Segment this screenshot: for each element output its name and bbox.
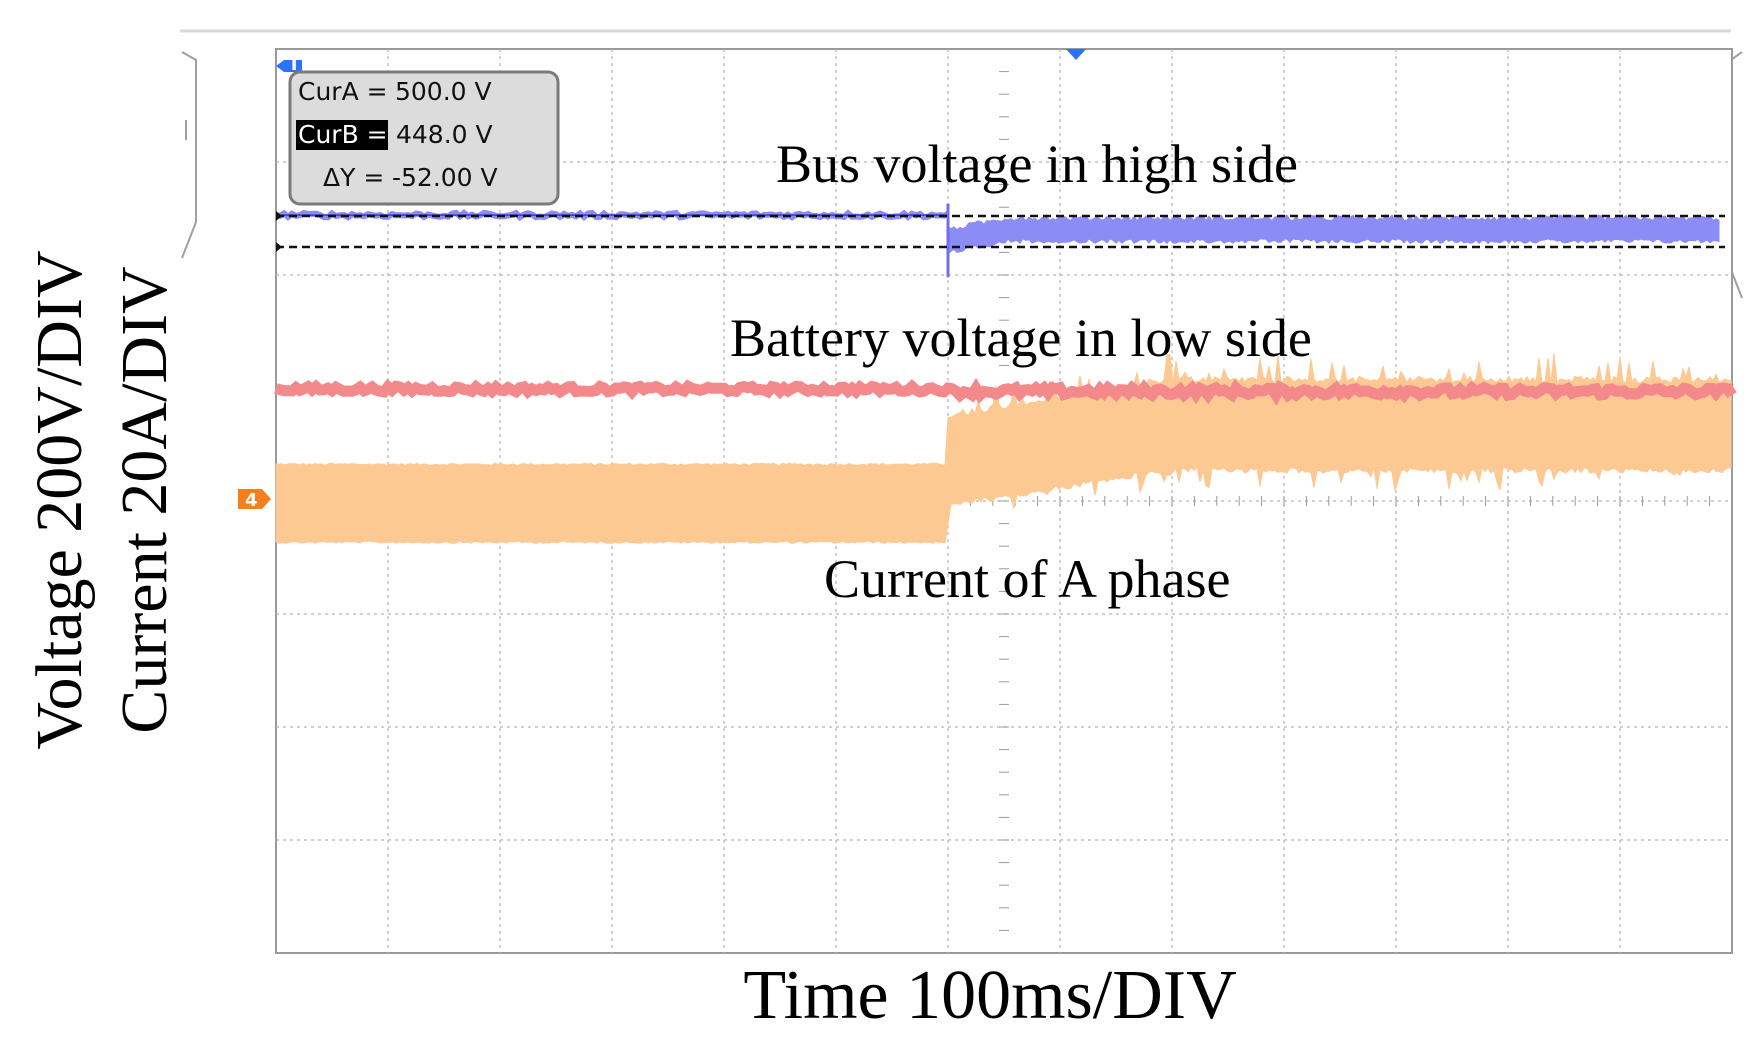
annotation-bus-voltage: Bus voltage in high side xyxy=(776,134,1298,194)
series-bus-voltage-after xyxy=(947,214,1720,256)
cursor-a-tick-icon xyxy=(276,211,282,221)
cur-a-value: 500.0 V xyxy=(395,77,492,106)
cur-b-value: 448.0 V xyxy=(396,120,493,149)
cursor-b-tick-icon xyxy=(276,242,282,252)
delta-y-value: -52.00 V xyxy=(392,163,498,192)
x-axis-label: Time 100ms/DIV xyxy=(743,957,1236,1034)
trigger-level-icon: T xyxy=(276,54,302,75)
cur-b-highlight xyxy=(296,120,388,150)
y-axis-label-voltage: Voltage 200V/DIV xyxy=(23,250,96,749)
trigger-position-icon xyxy=(1066,49,1086,60)
series-current-a-phase xyxy=(275,352,1732,544)
cur-b-label: CurB = xyxy=(298,120,388,149)
y-axis-label-current: Current 20A/DIV xyxy=(108,266,181,733)
cursor-readout-box: CurA = 500.0 V CurB = 448.0 V ΔY = -52.0… xyxy=(288,70,560,206)
left-bezel xyxy=(181,51,197,259)
annotation-battery-voltage: Battery voltage in low side xyxy=(730,308,1312,368)
channel-4-marker: 4 xyxy=(238,489,271,511)
series-battery-voltage xyxy=(274,377,1737,407)
svg-text:4: 4 xyxy=(245,490,258,511)
delta-y-label: ΔY = xyxy=(323,163,384,192)
annotation-current-phase: Current of A phase xyxy=(824,549,1230,609)
cur-a-label: CurA = xyxy=(298,77,388,106)
svg-text:T: T xyxy=(288,54,301,75)
